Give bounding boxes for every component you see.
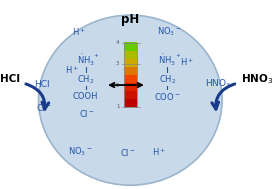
- Bar: [124, 98, 137, 107]
- Text: NO$_3$$^-$: NO$_3$$^-$: [68, 146, 92, 158]
- Text: COO$\mathregular{^-}$: COO$\mathregular{^-}$: [154, 91, 181, 102]
- Text: COOH: COOH: [73, 92, 98, 101]
- Text: +: +: [176, 53, 180, 58]
- Text: $\mathregular{\dot{N}H_3}$: $\mathregular{\dot{N}H_3}$: [76, 53, 94, 68]
- Text: Cl$^-$: Cl$^-$: [36, 102, 52, 113]
- Bar: [124, 43, 137, 107]
- Text: H$^+$: H$^+$: [152, 146, 166, 158]
- Text: HCl: HCl: [34, 80, 50, 89]
- Bar: [124, 90, 137, 99]
- Text: H$^+$: H$^+$: [72, 26, 86, 38]
- Text: NO$_3$$^-$: NO$_3$$^-$: [158, 26, 182, 38]
- Text: HNO$_3$: HNO$_3$: [241, 72, 273, 86]
- Text: CH$\mathregular{_2}$: CH$\mathregular{_2}$: [159, 73, 176, 86]
- Text: 2: 2: [116, 83, 119, 88]
- Bar: [124, 66, 137, 75]
- Text: +: +: [94, 53, 98, 58]
- Text: H$^+$: H$^+$: [66, 64, 79, 76]
- Text: $\mathregular{\dot{N}H_3}$: $\mathregular{\dot{N}H_3}$: [159, 53, 176, 68]
- Ellipse shape: [38, 15, 222, 185]
- Text: 4: 4: [116, 40, 119, 45]
- Bar: [124, 58, 137, 67]
- Bar: [124, 74, 137, 83]
- Text: 3: 3: [116, 61, 119, 67]
- Text: CH$\mathregular{_2}$: CH$\mathregular{_2}$: [77, 73, 94, 86]
- Text: HCl: HCl: [0, 74, 20, 84]
- Text: H$^+$: H$^+$: [180, 57, 194, 68]
- Text: Cl$^-$: Cl$^-$: [120, 147, 136, 158]
- Text: Cl$^-$: Cl$^-$: [79, 108, 94, 119]
- Bar: [124, 50, 137, 59]
- Text: 1: 1: [116, 104, 119, 109]
- Bar: [124, 42, 137, 51]
- Bar: [124, 82, 137, 91]
- Text: HNO$_3$: HNO$_3$: [205, 78, 231, 90]
- Text: pH: pH: [121, 13, 140, 26]
